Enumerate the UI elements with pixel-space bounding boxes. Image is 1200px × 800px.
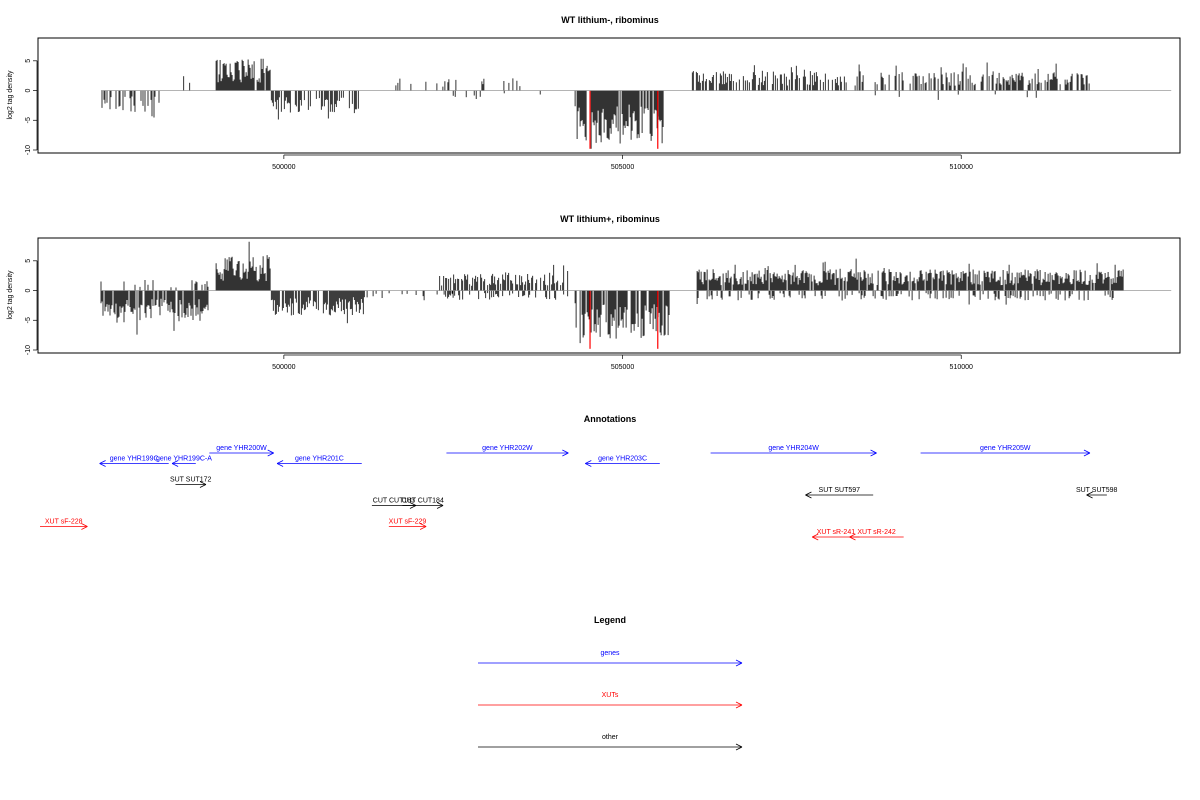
- middle-track-axes: -10 -5 0 5 500000 505000 510000: [25, 259, 1172, 371]
- feature-arrow: [710, 449, 877, 457]
- feature-arrow: [849, 533, 904, 541]
- feature-label: SUT SUT598: [1076, 487, 1118, 494]
- y-tick-label: 5: [25, 59, 32, 63]
- middle-track-panel: WT lithium+, ribominus log2 tag density …: [7, 214, 1181, 371]
- feature-label: gene YHR205W: [980, 445, 1031, 452]
- legend-arrow: [478, 701, 743, 709]
- y-tick-label: 5: [25, 259, 32, 263]
- feature-label: gene YHR199C-A: [156, 456, 212, 463]
- x-tick-label: 500000: [272, 364, 295, 371]
- feature-arrow: [99, 460, 169, 467]
- feature-arrow: [805, 491, 874, 499]
- feature-label: XUT sR-241: [817, 529, 855, 536]
- feature-arrow: [920, 449, 1091, 457]
- legend-panel: Legend genes XUTs other: [478, 615, 743, 751]
- feature-arrow: [40, 523, 88, 530]
- y-tick-label: 0: [25, 288, 32, 292]
- legend-label: other: [602, 734, 619, 741]
- legend-label: XUTs: [602, 692, 619, 699]
- feature-arrow: [1086, 491, 1107, 499]
- feature-label: gene YHR201C: [295, 456, 344, 463]
- annotations-title: Annotations: [584, 414, 637, 424]
- x-tick-label: 505000: [611, 364, 634, 371]
- feature-label: XUT sF-229: [389, 519, 427, 526]
- y-tick-label: -10: [25, 145, 32, 155]
- feature-label: CUT CUT184: [402, 498, 444, 505]
- feature-label: gene YHR204W: [768, 445, 819, 452]
- legend-arrow: [478, 743, 743, 751]
- feature-label: XUT sR-242: [857, 529, 895, 536]
- x-tick-label: 500000: [272, 164, 295, 171]
- legend-items: genes XUTs other: [478, 650, 743, 751]
- middle-track-title: WT lithium+, ribominus: [560, 214, 660, 224]
- feature-arrow: [388, 523, 427, 530]
- feature-arrow: [446, 449, 569, 457]
- legend-arrow: [478, 659, 743, 667]
- y-tick-label: -10: [25, 345, 32, 355]
- top-track-axes: -10 -5 0 5 500000 505000 510000: [25, 59, 1172, 171]
- feature-arrow: [175, 481, 207, 488]
- feature-label: XUT sF-228: [45, 519, 83, 526]
- feature-label: gene YHR200W: [216, 445, 267, 452]
- x-tick-label: 505000: [611, 164, 634, 171]
- y-tick-label: -5: [25, 117, 32, 123]
- x-tick-label: 510000: [950, 164, 973, 171]
- legend-label: genes: [600, 650, 620, 657]
- feature-arrow: [171, 460, 196, 467]
- feature-label: gene YHR202W: [482, 445, 533, 452]
- middle-track-ylabel: log2 tag density: [7, 270, 14, 320]
- middle-track-signal: [100, 241, 1124, 349]
- feature-label: SUT SUT172: [170, 477, 212, 484]
- feature-arrow: [585, 460, 660, 467]
- top-track-signal: [101, 58, 1090, 149]
- top-track-frame: [37, 37, 1181, 154]
- y-tick-label: 0: [25, 88, 32, 92]
- legend-title: Legend: [594, 615, 626, 625]
- feature-arrow: [276, 460, 362, 467]
- feature-arrow: [402, 502, 444, 509]
- feature-label: gene YHR199C: [110, 456, 159, 463]
- feature-label: gene YHR203C: [598, 456, 647, 463]
- top-track-ylabel: log2 tag density: [7, 70, 14, 120]
- top-track-panel: WT lithium-, ribominus log2 tag density …: [7, 15, 1181, 171]
- middle-track-frame: [37, 237, 1181, 354]
- feature-arrow: [209, 449, 274, 457]
- feature-label: CUT CUT183: [373, 498, 415, 505]
- x-tick-label: 510000: [950, 364, 973, 371]
- feature-label: SUT SUT597: [819, 487, 861, 494]
- top-track-title: WT lithium-, ribominus: [561, 15, 659, 25]
- y-tick-label: -5: [25, 317, 32, 323]
